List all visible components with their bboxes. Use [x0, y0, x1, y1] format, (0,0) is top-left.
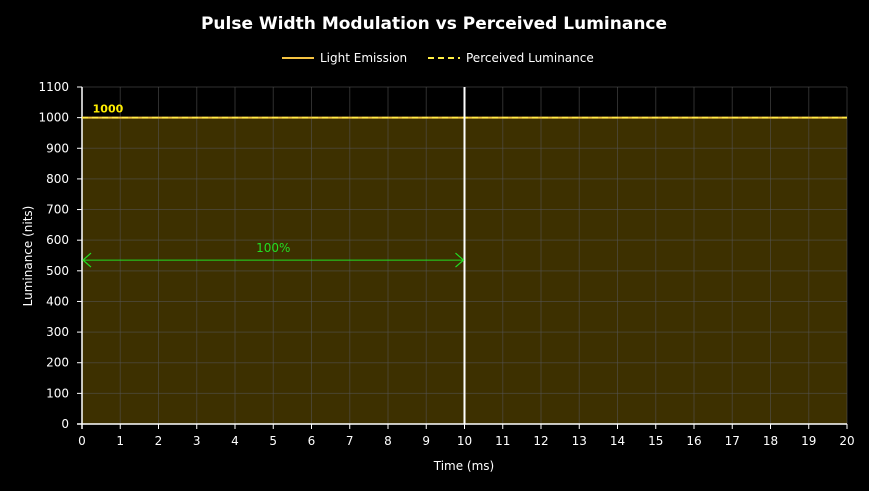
- legend-label-perceived-luminance: Perceived Luminance: [466, 51, 594, 65]
- y-axis-label: Luminance (nits): [21, 206, 35, 307]
- x-tick-label: 16: [686, 434, 701, 448]
- x-tick-label: 20: [839, 434, 854, 448]
- y-tick-label: 1000: [38, 111, 69, 125]
- x-tick-label: 15: [648, 434, 663, 448]
- y-tick-label: 900: [46, 141, 69, 155]
- x-tick-label: 19: [801, 434, 816, 448]
- x-axis-ticks: 0 1 2 3 4 5 6 7 8 9 10 11 12 13 14 15 16 17 18 19 20: [78, 424, 855, 448]
- y-tick-label: 400: [46, 294, 69, 308]
- y-tick-label: 100: [46, 386, 69, 400]
- x-tick-label: 6: [308, 434, 316, 448]
- value-label: 1000: [93, 102, 124, 115]
- plot-area: 1000 100%: [77, 86, 848, 429]
- x-tick-label: 8: [384, 434, 392, 448]
- y-tick-label: 300: [46, 325, 69, 339]
- duty-cycle-arrowhead-right: [455, 252, 465, 268]
- y-tick-label: 1100: [38, 80, 69, 94]
- x-tick-label: 18: [763, 434, 778, 448]
- x-tick-label: 2: [155, 434, 163, 448]
- x-tick-label: 5: [269, 434, 277, 448]
- duty-cycle-arrowhead-left: [82, 252, 92, 268]
- x-tick-label: 14: [610, 434, 625, 448]
- x-axis-label: Time (ms): [433, 459, 495, 473]
- x-tick-label: 9: [422, 434, 430, 448]
- legend: Light Emission Perceived Luminance: [282, 51, 594, 65]
- legend-label-light-emission: Light Emission: [320, 51, 407, 65]
- x-tick-label: 4: [231, 434, 239, 448]
- x-tick-label: 13: [572, 434, 587, 448]
- duty-cycle-label: 100%: [256, 241, 290, 255]
- y-tick-label: 0: [61, 417, 69, 431]
- y-tick-label: 600: [46, 233, 69, 247]
- y-tick-label: 700: [46, 203, 69, 217]
- y-axis-ticks: 0 100 200 300 400 500 600 700 800 900 1000 1100: [38, 80, 82, 431]
- x-tick-label: 17: [725, 434, 740, 448]
- chart-title: Pulse Width Modulation vs Perceived Lumi…: [201, 14, 667, 34]
- x-tick-label: 1: [116, 434, 124, 448]
- x-tick-label: 10: [457, 434, 472, 448]
- x-tick-label: 7: [346, 434, 354, 448]
- x-tick-label: 12: [533, 434, 548, 448]
- y-tick-label: 800: [46, 172, 69, 186]
- x-tick-label: 3: [193, 434, 201, 448]
- x-tick-label: 0: [78, 434, 86, 448]
- y-tick-label: 500: [46, 264, 69, 278]
- y-tick-label: 200: [46, 356, 69, 370]
- x-tick-label: 11: [495, 434, 510, 448]
